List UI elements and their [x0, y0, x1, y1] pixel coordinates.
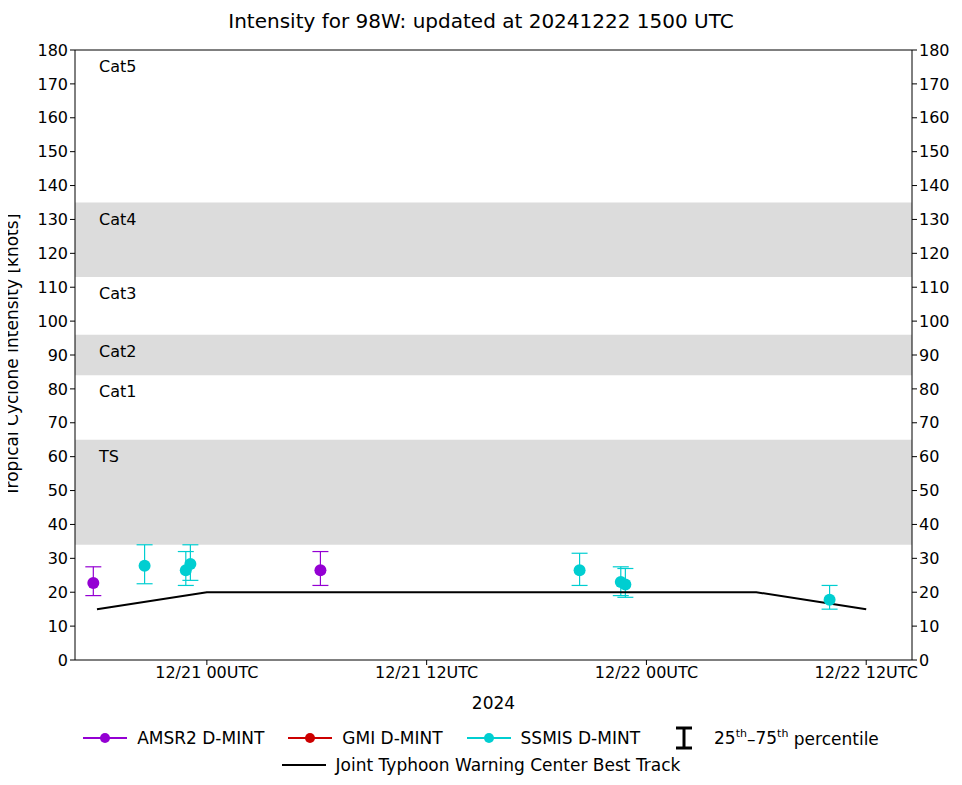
svg-text:180: 180 — [37, 41, 68, 60]
svg-text:20: 20 — [919, 583, 939, 602]
svg-text:120: 120 — [919, 244, 950, 263]
svg-text:170: 170 — [919, 75, 950, 94]
html-text:Joint Typhoon Warning Center B: Joint Typhoon Warning Center Best Track — [335, 755, 681, 775]
svg-text:0: 0 — [58, 651, 68, 670]
svg-text:120: 120 — [37, 244, 68, 263]
html-text:GMI D-MINT: GMI D-MINT — [342, 728, 443, 748]
html-text:SSMIS D-MINT: SSMIS D-MINT — [520, 728, 640, 748]
svg-text:50: 50 — [48, 481, 68, 500]
svg-text:40: 40 — [919, 515, 939, 534]
svg-text:60: 60 — [919, 447, 939, 466]
svg-text:70: 70 — [919, 413, 939, 432]
svg-text:Tropical Cyclone Intensity [kn: Tropical Cyclone Intensity [knots] — [8, 214, 22, 498]
svg-text:10: 10 — [919, 617, 939, 636]
svg-text:130: 130 — [37, 210, 68, 229]
svg-text:110: 110 — [37, 278, 68, 297]
svg-text:Cat1: Cat1 — [99, 382, 136, 401]
svg-text:140: 140 — [37, 176, 68, 195]
svg-text:80: 80 — [919, 380, 939, 399]
svg-text:20: 20 — [48, 583, 68, 602]
svg-text:160: 160 — [919, 108, 950, 127]
svg-text:40: 40 — [48, 515, 68, 534]
svg-text:150: 150 — [37, 142, 68, 161]
svg-text:80: 80 — [48, 380, 68, 399]
html-text:25th– 75thpercentile: 25th– 75thpercentile — [714, 727, 879, 749]
svg-text:2024: 2024 — [472, 693, 515, 713]
svg-text:140: 140 — [919, 176, 950, 195]
svg-text:90: 90 — [919, 346, 939, 365]
svg-text:150: 150 — [919, 142, 950, 161]
html-text:Intensity for 98W: updated at: Intensity for 98W: updated at 20241222 1… — [228, 9, 734, 33]
svg-text:Cat2: Cat2 — [99, 342, 136, 361]
svg-text:12/21 00UTC: 12/21 00UTC — [155, 663, 258, 682]
svg-text:160: 160 — [37, 108, 68, 127]
svg-text:12/22 12UTC: 12/22 12UTC — [815, 663, 918, 682]
html-text:AMSR2 D-MINT: AMSR2 D-MINT — [137, 728, 265, 748]
svg-text:110: 110 — [919, 278, 950, 297]
svg-text:130: 130 — [919, 210, 950, 229]
svg-text:100: 100 — [919, 312, 950, 331]
svg-text:12/21 12UTC: 12/21 12UTC — [375, 663, 478, 682]
svg-text:100: 100 — [37, 312, 68, 331]
svg-text:170: 170 — [37, 75, 68, 94]
svg-text:180: 180 — [919, 41, 950, 60]
svg-text:90: 90 — [48, 346, 68, 365]
svg-text:Cat4: Cat4 — [99, 210, 136, 229]
svg-text:50: 50 — [919, 481, 939, 500]
svg-text:Cat3: Cat3 — [99, 284, 136, 303]
svg-text:TS: TS — [98, 447, 119, 466]
svg-text:60: 60 — [48, 447, 68, 466]
svg-text:30: 30 — [48, 549, 68, 568]
svg-text:12/22 00UTC: 12/22 00UTC — [595, 663, 698, 682]
svg-text:30: 30 — [919, 549, 939, 568]
svg-text:Cat5: Cat5 — [99, 57, 136, 76]
svg-text:0: 0 — [919, 651, 929, 670]
svg-text:10: 10 — [48, 617, 68, 636]
svg-text:70: 70 — [48, 413, 68, 432]
